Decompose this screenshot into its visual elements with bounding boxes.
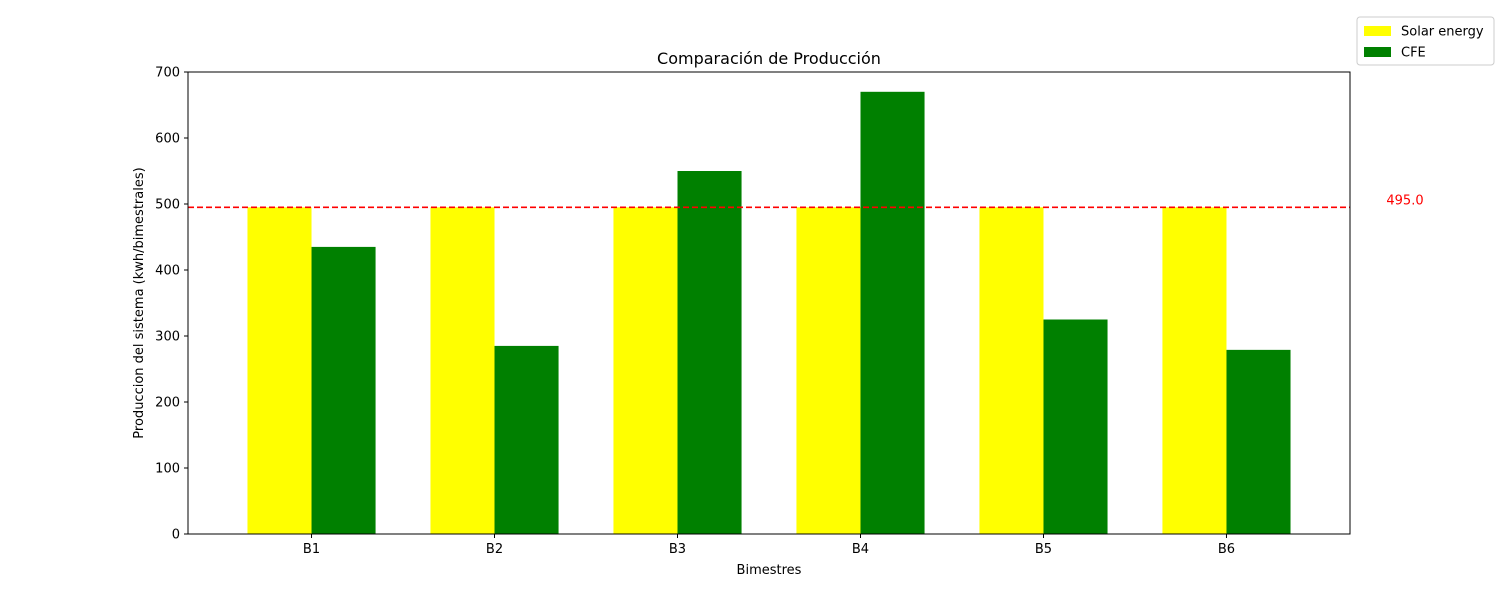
legend-label-solar-energy: Solar energy bbox=[1401, 25, 1484, 40]
bar-solar-energy-b1 bbox=[247, 207, 312, 535]
bar-cfe-b4 bbox=[860, 91, 925, 535]
bar-cfe-b3 bbox=[677, 171, 742, 534]
y-tick-label: 200 bbox=[155, 396, 180, 411]
x-axis: B1 B2 B3 B4 B5 B6 bbox=[303, 534, 1235, 557]
bar-cfe-b6 bbox=[1226, 349, 1291, 534]
y-tick-label: 700 bbox=[155, 66, 180, 81]
legend-swatch-solar-energy bbox=[1364, 26, 1391, 36]
x-tick-label: B4 bbox=[852, 542, 869, 557]
legend-label-cfe: CFE bbox=[1401, 46, 1426, 61]
bar-solar-energy-b5 bbox=[979, 207, 1044, 535]
reference-line-label: 495.0 bbox=[1386, 193, 1423, 208]
bar-cfe-b1 bbox=[311, 246, 376, 534]
x-tick-label: B3 bbox=[669, 542, 686, 557]
chart-title: Comparación de Producción bbox=[657, 49, 881, 68]
x-tick-label: B1 bbox=[303, 542, 320, 557]
bar-solar-energy-b3 bbox=[613, 207, 678, 535]
bar-cfe-b5 bbox=[1043, 319, 1108, 534]
bar-solar-energy-b2 bbox=[430, 207, 495, 535]
legend-swatch-cfe bbox=[1364, 47, 1391, 57]
bar-solar-energy-b6 bbox=[1162, 207, 1227, 535]
y-tick-label: 300 bbox=[155, 330, 180, 345]
y-tick-label: 100 bbox=[155, 462, 180, 477]
x-tick-label: B2 bbox=[486, 542, 503, 557]
y-tick-label: 0 bbox=[172, 528, 180, 543]
legend: Solar energy CFE bbox=[1356, 16, 1495, 66]
bar-cfe-b2 bbox=[494, 345, 559, 534]
x-tick-label: B6 bbox=[1218, 542, 1235, 557]
y-tick-label: 400 bbox=[155, 264, 180, 279]
y-axis-title: Produccion del sistema (kwh/bimestrales) bbox=[132, 167, 147, 438]
legend-box bbox=[1356, 16, 1495, 66]
reference-layer: 495.0 bbox=[188, 193, 1424, 208]
y-axis: 0 100 200 300 400 500 600 700 bbox=[155, 66, 188, 543]
x-tick-label: B5 bbox=[1035, 542, 1052, 557]
bars-layer bbox=[247, 91, 1291, 535]
y-tick-label: 500 bbox=[155, 198, 180, 213]
bar-solar-energy-b4 bbox=[796, 207, 861, 535]
x-axis-title: Bimestres bbox=[737, 563, 802, 578]
plot-area-frame bbox=[187, 71, 1351, 535]
y-tick-label: 600 bbox=[155, 132, 180, 147]
